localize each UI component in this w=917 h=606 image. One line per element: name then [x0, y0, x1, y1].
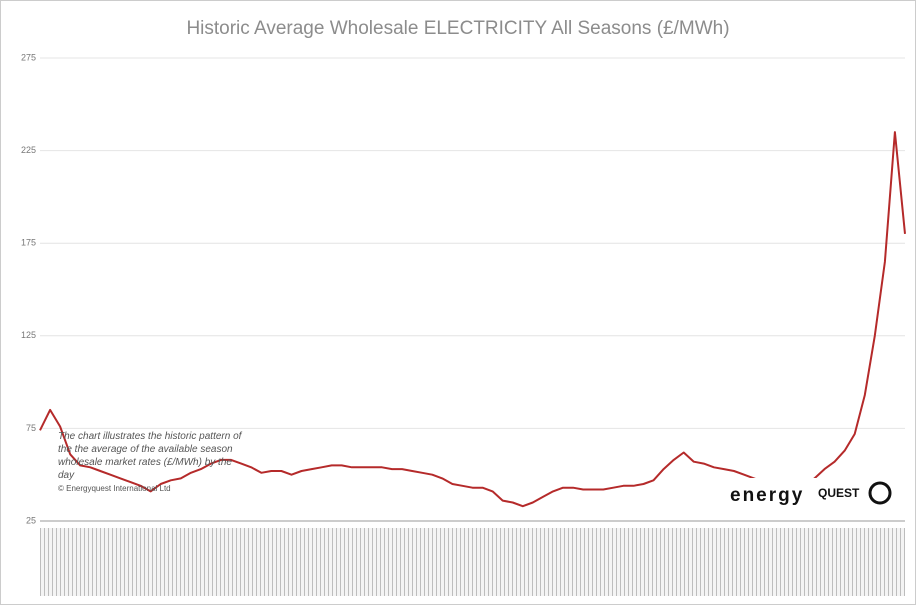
logo-mark — [868, 481, 892, 505]
chart-title: Historic Average Wholesale ELECTRICITY A… — [186, 18, 729, 39]
x-axis-labels-area — [40, 528, 905, 596]
annotation-box: The chart illustrates the historic patte… — [58, 431, 242, 493]
y-tick-label: 75 — [26, 423, 36, 433]
y-tick-label: 225 — [21, 145, 36, 155]
annotation: The chart illustrates the historic patte… — [58, 431, 242, 481]
logo-bg — [725, 478, 895, 514]
y-tick-label: 25 — [26, 515, 36, 525]
logo-text: energy — [730, 485, 804, 506]
y-tick-label: 275 — [21, 52, 36, 62]
logo-strong: QUEST — [818, 486, 860, 500]
y-tick-label: 175 — [21, 238, 36, 248]
copyright: © Energyquest International Ltd — [58, 484, 171, 493]
y-tick-label: 125 — [21, 330, 36, 340]
